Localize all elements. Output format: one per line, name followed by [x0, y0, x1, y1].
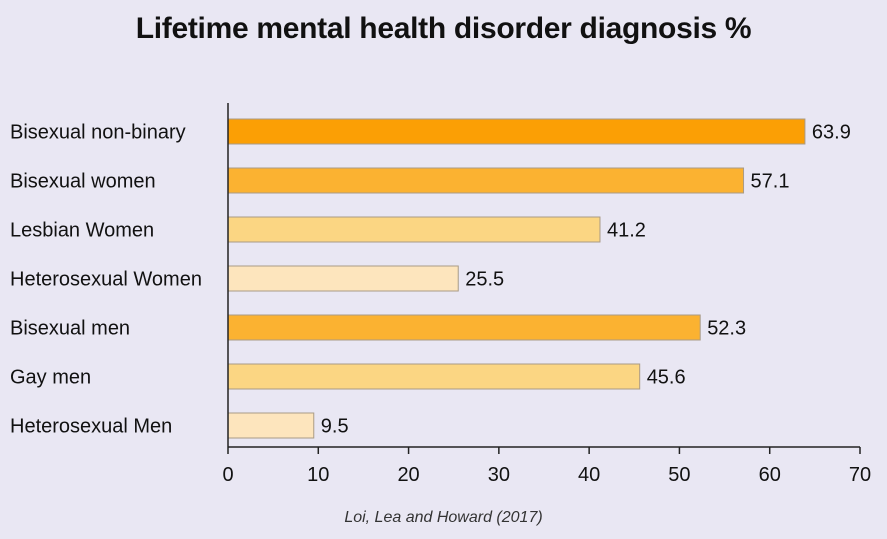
data-label: 41.2 — [607, 220, 646, 242]
category-label: Bisexual non-binary — [10, 122, 186, 144]
data-label: 45.6 — [647, 367, 686, 389]
chart-title: Lifetime mental health disorder diagnosi… — [135, 12, 752, 45]
data-label: 52.3 — [707, 318, 746, 340]
category-label: Bisexual men — [10, 318, 130, 340]
data-label: 57.1 — [751, 171, 790, 193]
x-tick-label: 60 — [759, 464, 781, 486]
category-label: Bisexual women — [10, 171, 156, 193]
bar — [227, 265, 459, 292]
bar — [227, 412, 315, 439]
bar — [227, 363, 641, 390]
x-tick-label: 50 — [668, 464, 690, 486]
data-label: 9.5 — [321, 416, 349, 438]
x-tick-label: 10 — [307, 464, 329, 486]
x-tick-label: 40 — [578, 464, 600, 486]
bar — [227, 314, 701, 341]
x-tick-label: 70 — [849, 464, 871, 486]
data-label: 25.5 — [465, 269, 504, 291]
bar — [227, 216, 601, 243]
x-tick-label: 20 — [397, 464, 419, 486]
category-label: Lesbian Women — [10, 220, 154, 242]
x-tick-label: 30 — [488, 464, 510, 486]
category-label: Gay men — [10, 367, 91, 389]
category-label: Heterosexual Women — [10, 269, 202, 291]
chart-source-credit: Loi, Lea and Howard (2017) — [344, 509, 543, 526]
category-label: Heterosexual Men — [10, 416, 172, 438]
bar — [227, 118, 806, 145]
bar — [227, 167, 745, 194]
x-tick-label: 0 — [222, 464, 233, 486]
data-label: 63.9 — [812, 122, 851, 144]
